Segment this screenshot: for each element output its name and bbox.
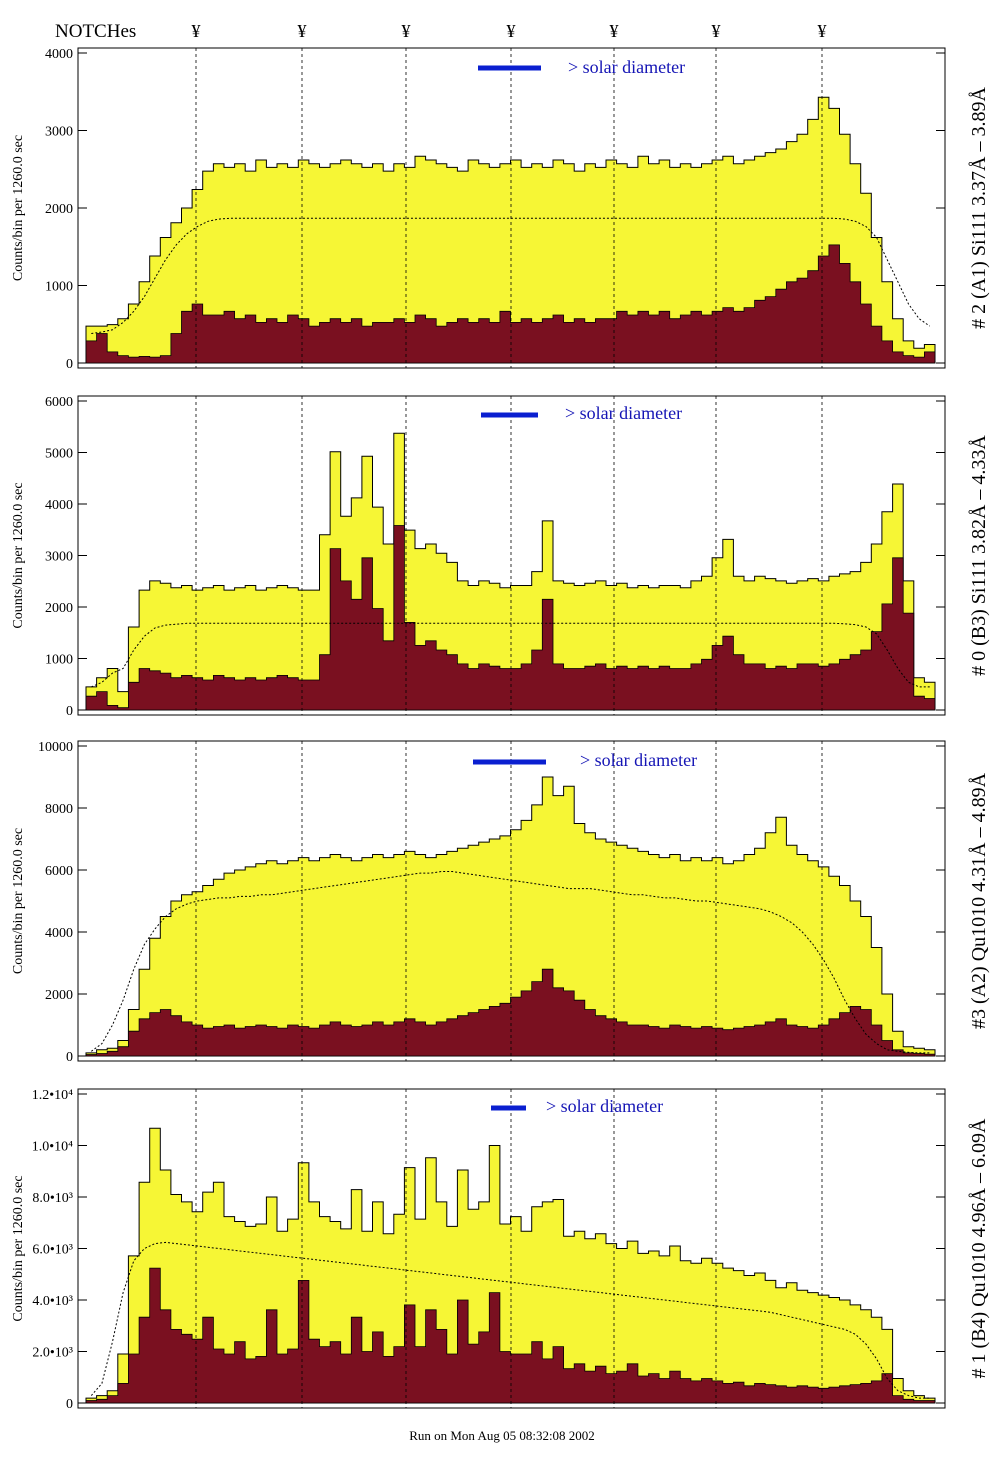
ytick-label: 2.0•10³	[32, 1346, 73, 1361]
solar-diameter-annotation: > solar diameter	[546, 1096, 663, 1116]
solar-diameter-annotation: > solar diameter	[565, 403, 682, 423]
ytick-label: 4000	[45, 47, 73, 62]
ytick-label: 0	[66, 357, 73, 372]
ytick-label: 2000	[45, 988, 73, 1003]
fit-curve	[91, 622, 930, 688]
ytick-label: 2000	[45, 601, 73, 616]
panel-label: #3 (A2) Qu1010 4.31Å – 4.89Å	[968, 772, 990, 1029]
fit-curve	[91, 217, 930, 334]
ytick-label: 1000	[45, 653, 73, 668]
panel-label: # 1 (B4) Qu1010 4.96Å – 6.09Å	[968, 1118, 990, 1379]
y-axis-label: Counts/bin per 1260.0 sec	[11, 828, 26, 974]
panel-label: # 2 (A1) Si111 3.37Å – 3.89Å	[968, 87, 990, 329]
ytick-label: 6.0•10³	[32, 1243, 73, 1258]
y-axis-label: Counts/bin per 1260.0 sec	[11, 1175, 26, 1321]
panel-label: # 0 (B3) Si111 3.82Å – 4.33Å	[968, 435, 990, 676]
y-axis-label: Counts/bin per 1260.0 sec	[11, 135, 26, 281]
notches-label: NOTCHes	[55, 21, 137, 42]
ytick-label: 1000	[45, 280, 73, 295]
run-info-footer: Run on Mon Aug 05 08:32:08 2002	[409, 1428, 595, 1443]
histogram-low	[85, 244, 936, 364]
solar-diameter-annotation: > solar diameter	[580, 750, 697, 770]
histogram-low	[85, 968, 936, 1057]
ytick-label: 4000	[45, 926, 73, 941]
ytick-label: 3000	[45, 550, 73, 565]
ytick-label: 3000	[45, 125, 73, 140]
ytick-label: 2000	[45, 202, 73, 217]
notch-symbol: ¥	[818, 21, 827, 41]
notch-symbol: ¥	[192, 21, 201, 41]
solar-diameter-annotation: > solar diameter	[568, 57, 685, 77]
ytick-label: 8.0•10³	[32, 1191, 73, 1206]
y-axis-label: Counts/bin per 1260.0 sec	[11, 482, 26, 628]
ytick-label: 0	[66, 1397, 73, 1412]
histogram-total	[85, 96, 936, 364]
notch-symbol: ¥	[402, 21, 411, 41]
notch-symbol: ¥	[712, 21, 721, 41]
notch-symbol: ¥	[610, 21, 619, 41]
histogram-low	[85, 525, 936, 711]
histogram-total	[85, 776, 936, 1057]
ytick-label: 4000	[45, 498, 73, 513]
ytick-label: 0	[66, 704, 73, 719]
ytick-label: 0	[66, 1050, 73, 1065]
ytick-label: 1.2•10⁴	[32, 1088, 73, 1103]
ytick-label: 6000	[45, 395, 73, 410]
ytick-label: 6000	[45, 864, 73, 879]
notch-symbol: ¥	[298, 21, 307, 41]
ytick-label: 1.0•10⁴	[32, 1140, 73, 1155]
ytick-label: 10000	[38, 740, 73, 755]
notch-symbol: ¥	[507, 21, 516, 41]
ytick-label: 5000	[45, 447, 73, 462]
ytick-label: 8000	[45, 802, 73, 817]
ytick-label: 4.0•10³	[32, 1294, 73, 1309]
fit-curve	[91, 871, 930, 1054]
histogram-low	[85, 1267, 936, 1404]
fit-curve	[90, 1241, 930, 1399]
